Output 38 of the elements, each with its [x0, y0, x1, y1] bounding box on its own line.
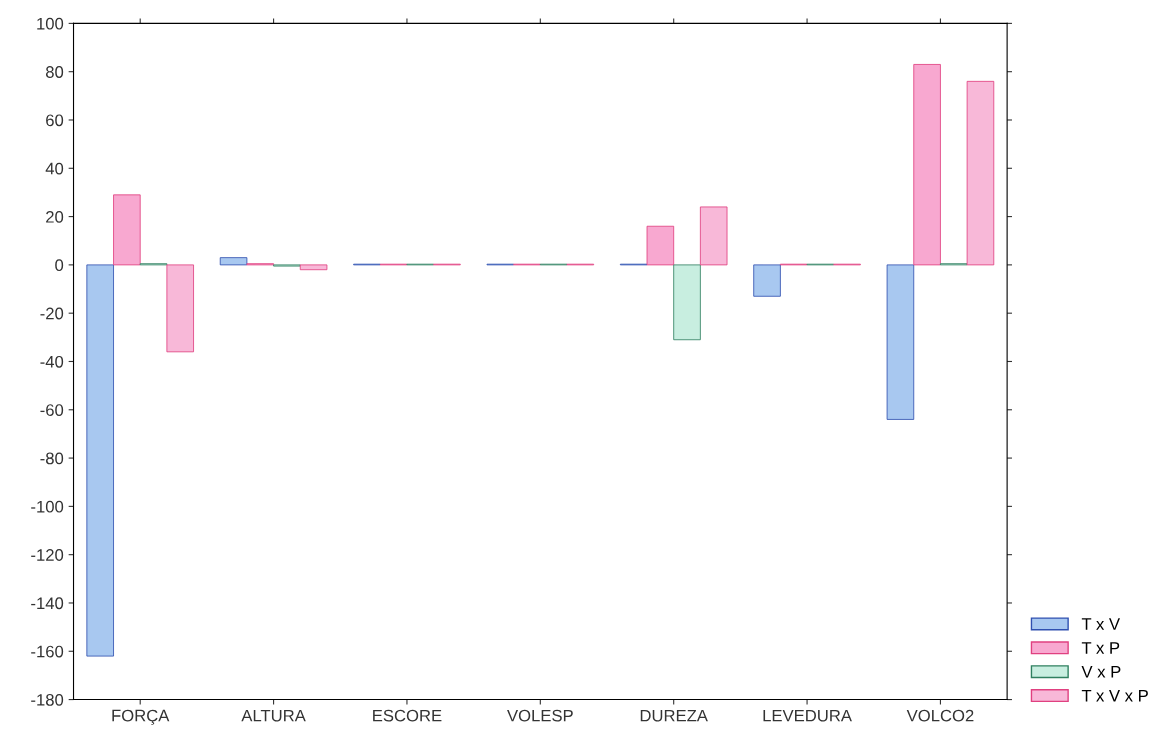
- bar: [699, 206, 728, 266]
- legend-label: T x V x P: [1081, 689, 1148, 702]
- y-tick-label: 40: [45, 162, 64, 175]
- bar: [753, 264, 781, 297]
- bar: [913, 64, 941, 266]
- y-tick-label: -20: [40, 307, 64, 320]
- bar: [673, 264, 701, 341]
- x-tick-label: ALTURA: [241, 709, 306, 722]
- x-tick-label: DUREZA: [640, 709, 708, 722]
- bar: [219, 257, 248, 266]
- x-tick-label: VOLCO2: [906, 709, 974, 722]
- y-tick-label: -100: [31, 500, 64, 513]
- x-tick-label: LEVEDURA: [763, 709, 852, 722]
- x-tick-label: VOLESP: [507, 709, 573, 722]
- y-tick-label: -80: [40, 452, 64, 465]
- y-tick-label: -160: [31, 645, 64, 658]
- y-tick-label: -60: [40, 404, 64, 416]
- y-tick-label: 20: [46, 210, 64, 223]
- legend-label: T x P: [1081, 642, 1120, 654]
- bar: [966, 80, 995, 266]
- bar: [646, 225, 675, 266]
- y-tick-label: -120: [31, 549, 64, 561]
- x-tick-label: ESCORE: [373, 709, 442, 722]
- bar: [886, 264, 915, 420]
- y-tick-label: 60: [46, 114, 64, 127]
- legend-label: V x P: [1081, 666, 1121, 678]
- y-tick-label: 100: [37, 17, 64, 30]
- legend-label: T x V: [1081, 618, 1120, 630]
- bar: [86, 264, 114, 657]
- bar: [166, 264, 194, 353]
- y-tick-label: 80: [45, 66, 64, 78]
- y-tick-label: 0: [55, 259, 64, 272]
- y-tick-label: -40: [40, 355, 64, 368]
- x-tick-label: FORÇA: [112, 709, 170, 725]
- y-tick-label: -140: [31, 597, 64, 610]
- bar: [113, 194, 141, 266]
- y-tick-label: -180: [31, 693, 64, 706]
- bar: [299, 264, 328, 271]
